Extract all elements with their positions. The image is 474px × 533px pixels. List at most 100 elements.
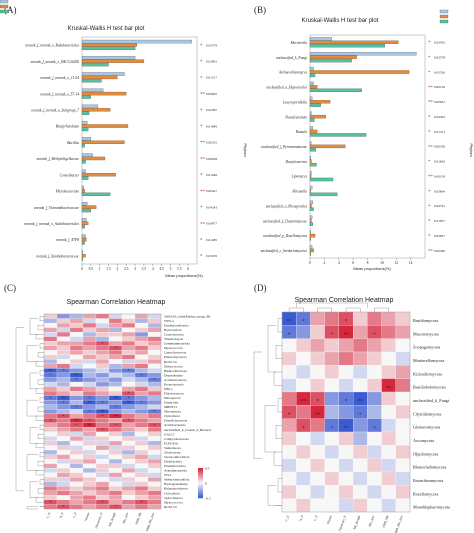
heatmap-cell (108, 486, 123, 491)
heatmap-cell (121, 449, 136, 455)
heatmap-cell (353, 471, 368, 486)
heatmap-cell (56, 386, 71, 392)
heatmap-cell (43, 459, 58, 464)
heatmap-cell (43, 359, 58, 364)
column-label: NRB_Mb_Adv (145, 512, 156, 532)
bar (309, 144, 346, 149)
colorbar-segment (198, 478, 203, 480)
colorbar-segment (198, 494, 203, 496)
heatmap-cell (296, 338, 311, 353)
heatmap-cell (367, 351, 382, 366)
heatmap-cell (82, 345, 97, 351)
p-value-label: 0.03578 (434, 56, 445, 60)
heatmap-cell (43, 322, 58, 328)
colorbar-segment (198, 491, 203, 493)
colorbar-segment (198, 483, 203, 485)
dendrogram-branch (253, 351, 262, 459)
heatmap-cell (56, 449, 71, 455)
heatmap-cell (324, 351, 339, 366)
colorbar-segment (198, 487, 203, 489)
heatmap-cell (381, 365, 396, 379)
p-value-label: 0.04243 (206, 205, 217, 209)
heatmap-cell (324, 311, 339, 326)
heatmap-cell (56, 495, 71, 501)
category-label: norank_f_norank_o_Acidobacteriales (24, 222, 79, 226)
heatmap-cell (82, 350, 97, 355)
row-label: Chytridiomycota (413, 411, 442, 416)
significance-mark: ** (48, 368, 52, 373)
heatmap-cell (367, 445, 382, 459)
bar (81, 95, 91, 99)
p-value-label: 0.00637 (434, 100, 445, 104)
row-label: Nitrospinota (164, 410, 181, 414)
significance-mark: * (127, 391, 129, 396)
heatmap-cell (147, 336, 162, 342)
p-value-label: 0.00130 (434, 174, 445, 178)
row-label: Elusimicrobiota (164, 464, 186, 468)
dendrogram-branch (29, 318, 38, 335)
heatmap-cell (69, 354, 84, 360)
heatmap-cell (324, 498, 339, 513)
heatmap-cell (353, 351, 368, 366)
heatmap-cell (338, 378, 354, 393)
significance-mark: ** (386, 386, 392, 391)
heatmap-cell (134, 486, 149, 491)
heatmap-cell (69, 386, 84, 392)
dendrogram-branch (39, 397, 44, 403)
bar (309, 133, 367, 137)
heatmap-cell (69, 381, 84, 387)
significance-mark: ** (113, 395, 117, 400)
heatmap-cell (324, 365, 339, 379)
dendrogram-branch (267, 325, 276, 373)
dendrogram-branch (273, 371, 282, 386)
significance-mark: * (359, 413, 362, 418)
bar (81, 185, 84, 190)
bar (81, 202, 88, 206)
heatmap-cell (147, 468, 162, 473)
heatmap-cell (108, 318, 123, 324)
row-label: Rozellomycota (413, 491, 438, 496)
row-label: Chloroflexi (164, 414, 180, 418)
column-label: N_P (59, 512, 65, 519)
dendrogram-branch (39, 479, 44, 485)
heatmap-cell (82, 504, 97, 510)
heatmap-cell (43, 377, 58, 383)
p-value-label: 0.02526 (434, 70, 445, 74)
heatmap-cell (338, 338, 354, 353)
dendrogram-branch (39, 343, 44, 349)
significance-mark: ** (315, 413, 321, 418)
row-label: Mucoromycota (413, 331, 439, 336)
heatmap-cell (56, 318, 71, 324)
heatmap-cell (121, 481, 136, 487)
heatmap-cell (310, 378, 325, 393)
bar (81, 153, 93, 157)
bar (309, 81, 314, 86)
category-label: norank_f_Methyloligellaceae (37, 157, 80, 161)
heatmap-cell (108, 354, 123, 360)
significance-mark: * (49, 500, 51, 505)
significance-mark: * (62, 504, 64, 509)
heatmap-cell (69, 468, 84, 473)
heatmap-cell (367, 378, 382, 393)
heatmap-cell (43, 490, 58, 496)
heatmap-cell (353, 485, 368, 499)
heatmap-cell (43, 409, 58, 414)
heatmap-cell (338, 351, 354, 366)
heatmap-cell (69, 313, 84, 319)
significance-mark: * (75, 404, 77, 409)
heatmap-cell (147, 341, 162, 346)
column-label: Ammonia_N (337, 514, 347, 532)
heatmap-cell (69, 427, 84, 433)
category-label: Microbacterium (55, 190, 80, 194)
heatmap-cell (69, 486, 84, 491)
heatmap-cell (147, 354, 162, 360)
row-dendrogram (15, 316, 44, 510)
significance-mark: * (101, 341, 103, 346)
heatmap-cell (56, 454, 71, 460)
heatmap-cell (56, 427, 71, 433)
heatmap-cell (69, 440, 84, 446)
category-label: unclassified_f_Pyronemataceae (261, 145, 307, 149)
heatmap-cell (147, 477, 162, 482)
heatmap-cell (108, 336, 123, 342)
column-dendrogram-branch (374, 307, 389, 312)
